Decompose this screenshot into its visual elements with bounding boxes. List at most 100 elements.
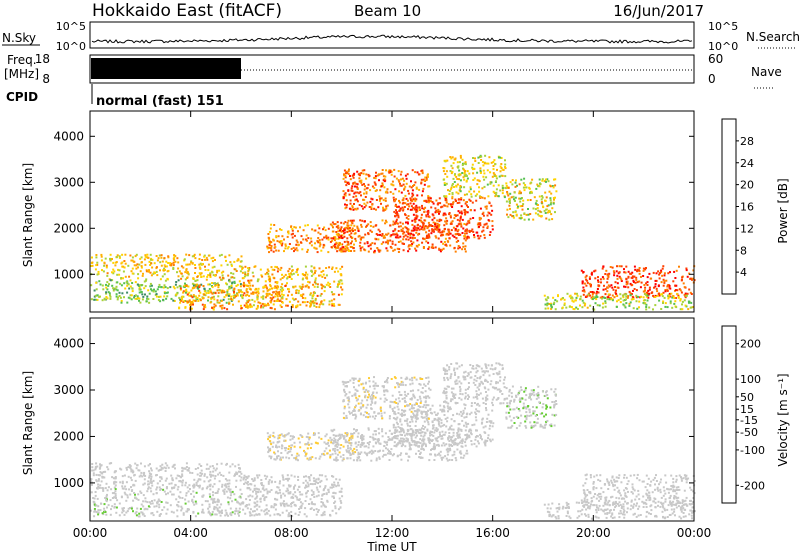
data-cell: [495, 175, 498, 178]
data-cell: [669, 300, 672, 303]
data-cell: [386, 443, 388, 446]
data-cell: [278, 436, 281, 439]
data-cell: [177, 501, 180, 503]
data-cell: [430, 453, 432, 456]
data-cell: [257, 301, 260, 304]
data-cell: [136, 295, 139, 298]
data-cell: [191, 255, 194, 258]
data-cell: [333, 437, 336, 440]
data-cell: [582, 286, 585, 289]
data-cell: [131, 272, 134, 275]
data-cell: [607, 296, 610, 299]
data-cell: [133, 264, 136, 267]
data-cell: [152, 290, 155, 293]
data-cell: [111, 497, 114, 499]
data-cell: [642, 296, 645, 299]
data-cell: [604, 293, 607, 296]
data-cell: [446, 205, 449, 208]
data-cell: [216, 282, 219, 285]
data-cell: [399, 184, 402, 187]
data-cell: [172, 285, 175, 288]
data-cell: [144, 293, 146, 296]
data-cell: [279, 434, 282, 437]
data-cell: [343, 232, 345, 235]
data-cell: [248, 499, 251, 501]
data-cell: [402, 249, 405, 252]
data-cell: [658, 277, 661, 280]
data-cell: [254, 265, 257, 268]
data-cell: [336, 250, 339, 253]
data-cell: [478, 223, 481, 225]
data-cell: [177, 495, 180, 498]
data-cell: [99, 484, 102, 487]
data-cell: [634, 268, 637, 271]
data-cell: [454, 157, 457, 160]
data-cell: [372, 451, 375, 454]
data-cell: [612, 270, 615, 273]
data-cell: [236, 294, 239, 297]
data-cell: [270, 241, 273, 244]
data-cell: [413, 225, 416, 228]
data-cell: [265, 488, 268, 491]
data-cell: [445, 443, 448, 446]
data-cell: [554, 211, 556, 214]
data-cell: [415, 452, 417, 455]
data-cell: [211, 260, 214, 263]
data-cell: [313, 267, 316, 270]
data-cell: [134, 479, 137, 482]
data-cell: [437, 203, 439, 206]
data-cell: [204, 500, 207, 503]
data-cell: [467, 206, 469, 208]
data-cell: [280, 447, 283, 450]
data-cell: [299, 446, 302, 449]
data-cell: [291, 269, 294, 272]
data-cell: [129, 297, 132, 300]
data-cell: [323, 454, 326, 456]
data-cell: [310, 474, 313, 477]
data-cell: [424, 225, 427, 228]
data-cell: [589, 285, 592, 288]
data-cell: [351, 449, 354, 452]
data-cell: [252, 490, 254, 493]
data-cell: [366, 242, 369, 245]
data-cell: [285, 456, 288, 459]
data-cell: [479, 235, 482, 238]
data-cell: [519, 205, 522, 208]
data-cell: [298, 508, 301, 510]
data-cell: [269, 306, 272, 309]
data-cell: [146, 297, 149, 300]
data-cell: [467, 236, 470, 239]
data-cell: [210, 297, 213, 300]
data-cell: [205, 278, 208, 281]
data-cell: [325, 267, 328, 269]
data-cell: [333, 293, 336, 296]
data-cell: [404, 194, 407, 197]
data-cell: [121, 485, 124, 488]
data-cell: [375, 457, 378, 460]
data-cell: [410, 199, 412, 202]
data-cell: [654, 296, 657, 298]
data-cell: [296, 452, 299, 455]
data-cell: [359, 247, 362, 250]
data-cell: [353, 224, 356, 227]
data-cell: [102, 270, 105, 273]
data-cell: [491, 228, 494, 231]
data-cell: [349, 447, 352, 450]
data-cell: [209, 488, 212, 491]
data-cell: [178, 296, 181, 299]
data-cell: [500, 174, 503, 177]
data-cell: [311, 483, 314, 486]
data-cell: [125, 281, 128, 284]
data-cell: [324, 229, 327, 232]
data-cell: [336, 246, 339, 249]
data-cell: [235, 473, 238, 476]
data-cell: [296, 268, 299, 271]
data-cell: [289, 435, 292, 438]
data-cell: [320, 293, 323, 295]
data-cell: [314, 457, 317, 460]
data-cell: [390, 448, 393, 451]
data-cell: [265, 286, 268, 289]
data-cell: [458, 222, 461, 225]
